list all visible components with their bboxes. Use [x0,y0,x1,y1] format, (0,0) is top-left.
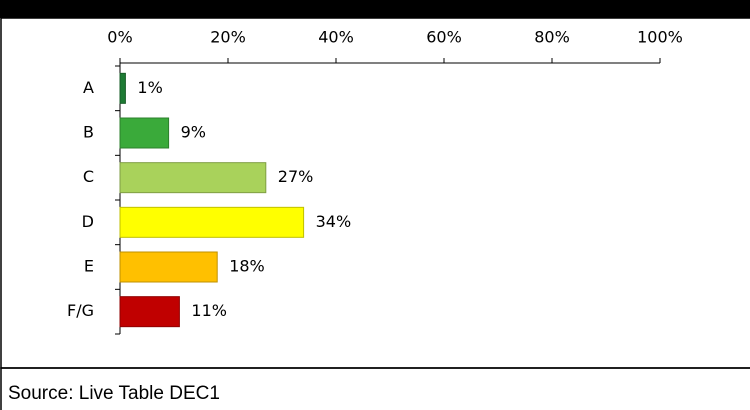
y-tick-label: A [83,78,94,97]
source-note: Source: Live Table DEC1 [8,383,220,404]
bar [119,162,267,194]
y-tick-label: D [82,212,94,231]
y-tick-label: B [83,123,94,142]
value-label: 9% [181,123,206,142]
value-label: 1% [137,78,162,97]
bar [119,296,180,328]
x-tick-label: 100% [637,28,683,47]
value-label: 18% [229,257,265,276]
value-label: 34% [316,212,352,231]
bar [119,206,305,238]
x-tick-label: 80% [534,28,570,47]
bar [119,72,126,104]
y-tick-label: E [84,257,94,276]
x-tick-label: 40% [318,28,354,47]
bar [119,251,218,283]
source-frame [0,367,750,410]
header-bar [0,0,750,18]
x-tick-label: 60% [426,28,462,47]
value-label: 27% [278,167,314,186]
y-tick-label: C [83,167,94,186]
bar [119,117,170,149]
chart-frame [0,17,750,369]
y-tick-label: F/G [67,301,94,320]
x-tick-label: 0% [107,28,132,47]
value-label: 11% [191,301,227,320]
x-tick-label: 20% [210,28,246,47]
